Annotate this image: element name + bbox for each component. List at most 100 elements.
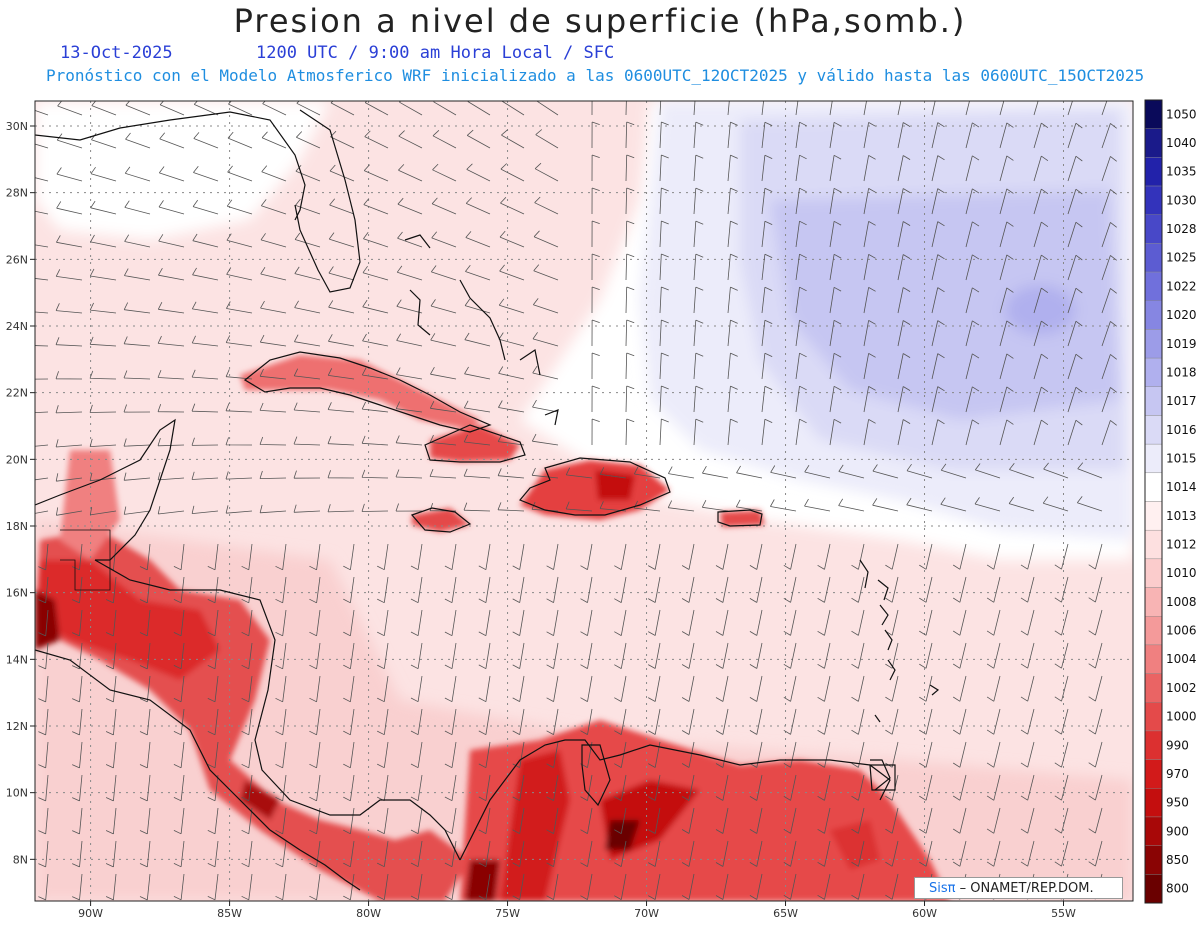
wind-barb [139, 609, 151, 637]
wind-barb [444, 741, 457, 769]
wind-barb [897, 101, 902, 116]
colorbar-swatch [1144, 644, 1163, 674]
wind-barb [139, 774, 151, 802]
wind-barb [761, 121, 773, 149]
wind-barb [139, 642, 151, 670]
wind-barb [364, 101, 389, 116]
wind-barb [343, 675, 355, 703]
wind-barb [863, 254, 876, 281]
wind-barb [659, 286, 669, 314]
wind-barb [395, 469, 423, 479]
wind-barb [761, 286, 773, 314]
wind-barb [648, 807, 661, 834]
wind-barb [952, 675, 967, 702]
wind-barb [536, 101, 559, 116]
wind-barb [173, 675, 185, 703]
colorbar-label: 1010 [1166, 566, 1197, 580]
wind-barb [681, 873, 695, 900]
wind-barb [343, 840, 355, 868]
wind-barb [1054, 543, 1069, 570]
wind-barb [444, 543, 457, 571]
wind-barb [625, 286, 635, 314]
wind-barb [1020, 576, 1035, 603]
colorbar-swatch [1144, 386, 1163, 416]
wind-barb [795, 220, 807, 248]
wind-barb [55, 439, 83, 448]
wind-barb [1054, 708, 1069, 735]
wind-barb [309, 642, 321, 670]
wind-barb [965, 386, 980, 413]
wind-barb [191, 437, 219, 446]
wind-barb [55, 371, 83, 380]
wind-barb [965, 155, 980, 182]
wind-barb [89, 302, 117, 314]
wind-barb [952, 807, 967, 834]
wind-barb [293, 504, 321, 513]
colorbar-label: 1000 [1166, 710, 1197, 724]
wind-barb [89, 438, 117, 447]
wind-barb [105, 642, 117, 670]
wind-barb [931, 221, 945, 248]
wind-barb [817, 543, 831, 570]
wind-barb [207, 642, 219, 670]
wind-barb [681, 675, 695, 702]
wind-barb [191, 471, 219, 480]
wind-barb [625, 220, 635, 248]
wind-barb [397, 231, 423, 248]
wind-barb [648, 609, 661, 636]
lat-label: 10N [6, 787, 28, 800]
wind-barb [259, 334, 287, 347]
wind-barb [863, 155, 876, 182]
wind-barb [225, 403, 253, 413]
wind-barb [885, 543, 899, 570]
colorbar-swatch [1144, 845, 1163, 875]
map-frame [34, 100, 1134, 902]
wind-barb [681, 642, 695, 669]
wind-barb [531, 433, 559, 446]
wind-barb [444, 840, 457, 868]
wind-barb [761, 220, 773, 248]
wind-barb [377, 675, 389, 703]
wind-barb [565, 467, 593, 479]
wind-barb [1101, 189, 1117, 215]
wind-barb [999, 353, 1014, 380]
lon-label: 65W [773, 907, 798, 920]
wind-barb [410, 840, 423, 868]
wind-barb [512, 576, 525, 603]
wind-barb [192, 267, 219, 281]
wind-barb [693, 319, 704, 347]
wind-barb [512, 708, 525, 735]
wind-barb [693, 253, 704, 281]
wind-barb [296, 101, 321, 116]
wind-barb [158, 268, 185, 281]
wind-barb [139, 708, 151, 736]
wind-barb [72, 708, 83, 736]
wind-barb [565, 501, 593, 512]
wind-barb [580, 873, 593, 900]
wind-barb [668, 466, 695, 479]
colorbar-label: 1017 [1166, 394, 1197, 408]
wind-barb [681, 741, 695, 768]
wind-barb [1077, 462, 1103, 479]
wind-barb [897, 320, 911, 347]
wind-barb [1008, 496, 1035, 512]
wind-barb [727, 220, 738, 248]
wind-barb [614, 774, 627, 801]
wind-barb [467, 101, 491, 116]
wind-barb [817, 708, 831, 735]
wind-barb [580, 708, 593, 735]
wind-barb [952, 840, 967, 867]
wind-barb [817, 609, 831, 636]
wind-barb [56, 167, 83, 182]
wind-barb [498, 400, 525, 413]
wind-barb [1067, 221, 1083, 248]
wind-barb [986, 840, 1001, 867]
wind-barb [398, 130, 423, 149]
wind-barb [139, 675, 151, 703]
wind-barb [999, 320, 1014, 347]
wind-barb [38, 543, 49, 571]
wind-barb [919, 708, 933, 735]
wind-barb [38, 576, 49, 604]
colorbar-swatch [1144, 529, 1163, 560]
wind-barb [478, 642, 491, 670]
